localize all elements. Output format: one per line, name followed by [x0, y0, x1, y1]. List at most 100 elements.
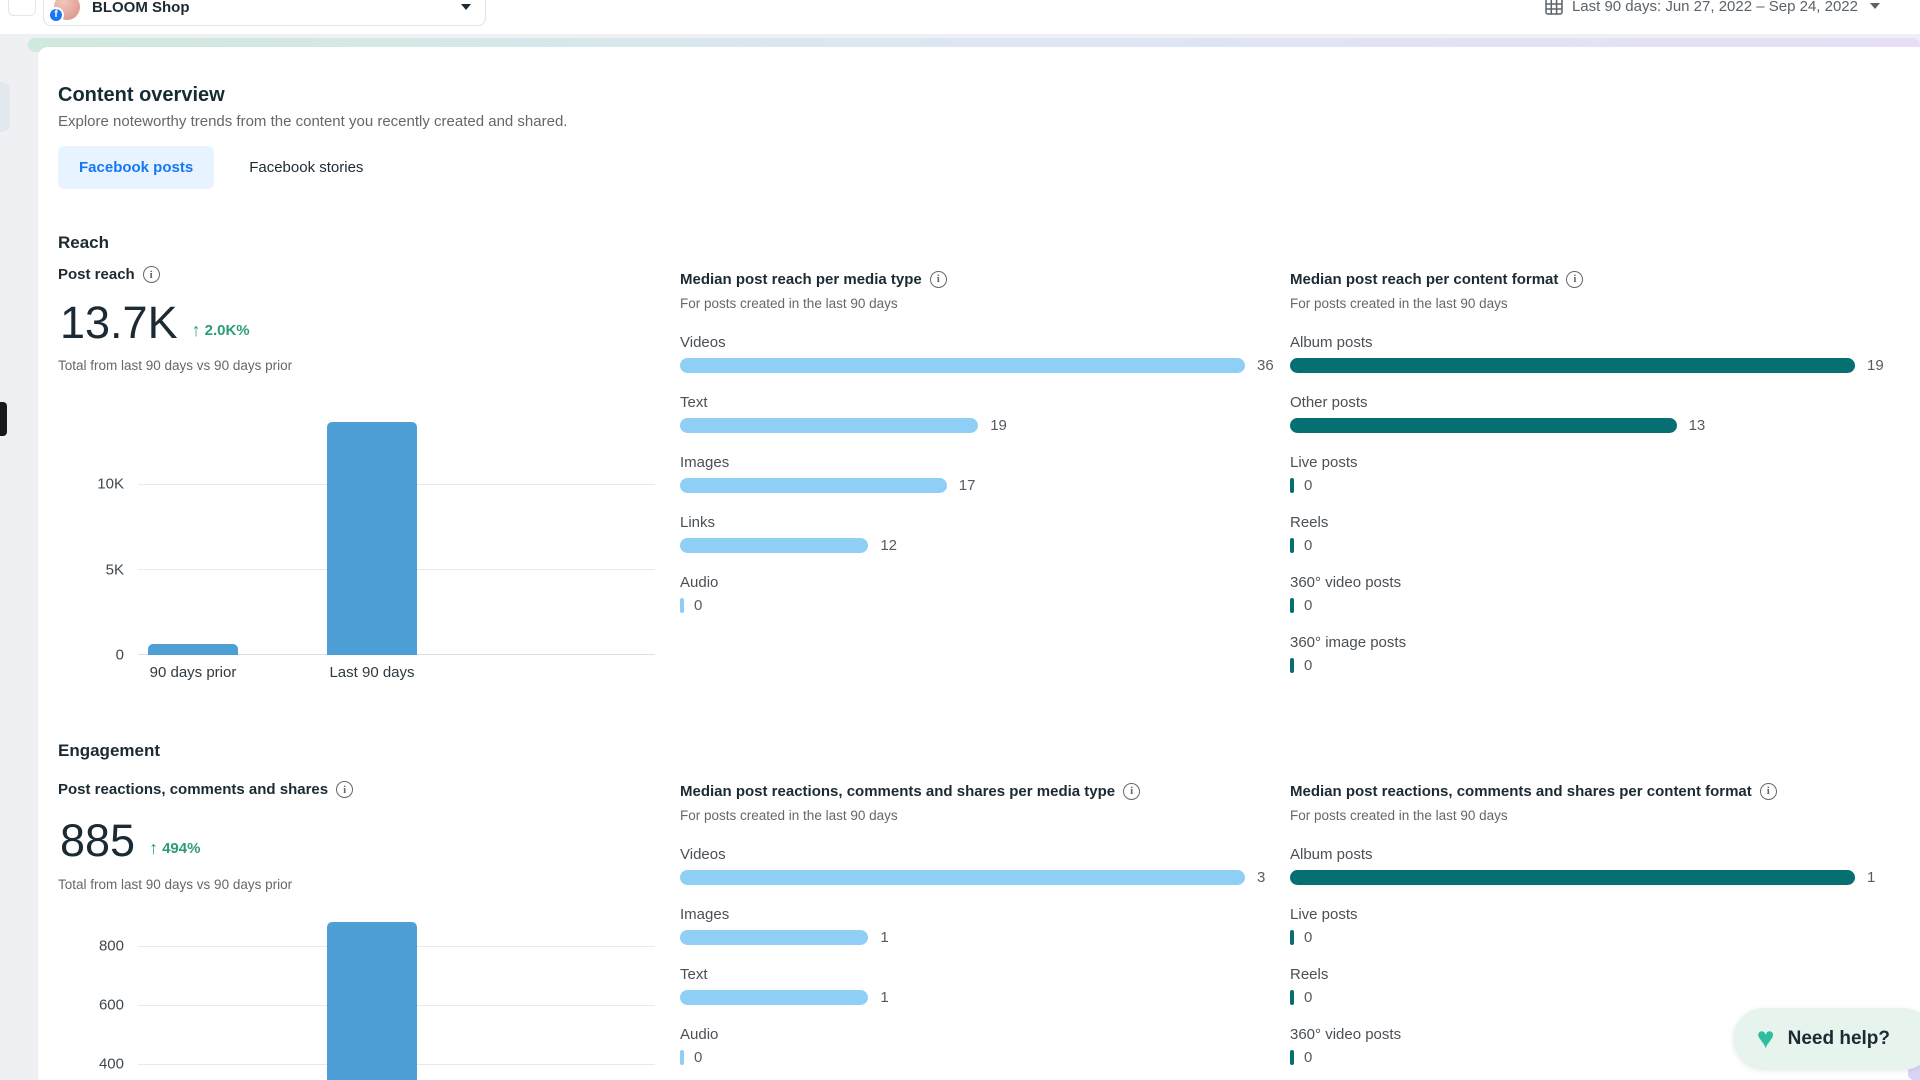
reach-content-format-panel: Median post reach per content format i F… — [1290, 271, 1890, 694]
bar-row-zero: 360° video posts 0 — [1290, 574, 1890, 614]
bar-value: 1 — [880, 929, 889, 946]
date-range-picker[interactable]: Last 90 days: Jun 27, 2022 – Sep 24, 202… — [1545, 0, 1880, 21]
panel-subtitle: For posts created in the last 90 days — [680, 296, 898, 311]
tab-facebook-posts[interactable]: Facebook posts — [58, 146, 215, 189]
bar-row-label: Album posts — [1290, 334, 1373, 351]
chevron-down-icon — [1870, 3, 1880, 9]
bar-row: Other posts 13 — [1290, 394, 1890, 434]
post-reach-value-row: 13.7K ↑ 2.0K% — [60, 298, 250, 348]
bar-row-label: 360° video posts — [1290, 574, 1402, 591]
panel-title-text: Median post reach per media type — [680, 271, 922, 288]
y-tick-label: 10K — [97, 475, 124, 493]
avatar: f — [48, 0, 80, 23]
bar-row-label: Live posts — [1290, 454, 1358, 471]
bar-row: Videos 3 — [680, 846, 1280, 886]
bar-row-label: Links — [680, 514, 716, 531]
bar-row: Videos 36 — [680, 334, 1280, 374]
engagement-delta: ↑ 494% — [149, 839, 200, 866]
metric-label-text: Post reactions, comments and shares — [58, 781, 329, 798]
bar-row-label: 360° video posts — [1290, 1026, 1402, 1043]
heart-hands-icon: ♥ — [1756, 1022, 1775, 1055]
bar-rows: Videos 36 Text 19 Images 17 Links 12 Aud… — [680, 334, 1280, 614]
calendar-icon — [1545, 0, 1563, 15]
info-icon[interactable]: i — [336, 781, 354, 798]
bar-value: 1 — [1867, 869, 1876, 886]
bar-row-label: Reels — [1290, 966, 1329, 983]
info-icon[interactable]: i — [1123, 783, 1141, 800]
engagement-media-type-panel: Median post reactions, comments and shar… — [680, 783, 1280, 1080]
need-help-button[interactable]: ♥ Need help? — [1732, 1008, 1920, 1070]
info-icon[interactable]: i — [1566, 271, 1584, 288]
bar-row: Text 19 — [680, 394, 1280, 434]
left-control-fragment — [8, 0, 36, 16]
chart-plot-area: 10K 5K 0 90 days prior Last 90 days — [97, 402, 655, 681]
zero-tick — [1290, 990, 1294, 1005]
bar-value: 13 — [1688, 417, 1706, 434]
chart-plot-area: 800 600 400 200 0 90 days prior Last 90 … — [99, 902, 655, 1080]
bar-value: 12 — [880, 537, 898, 554]
bar-row-label: Reels — [1290, 514, 1329, 531]
chevron-down-icon — [461, 4, 471, 10]
left-edge-fragment — [0, 82, 10, 132]
bar-value: 19 — [990, 417, 1007, 434]
bar-value: 0 — [1304, 597, 1313, 614]
bar-row-label: Videos — [680, 334, 726, 351]
left-edge-handle — [0, 402, 7, 436]
zero-tick — [1290, 1050, 1294, 1065]
post-reach-value: 13.7K — [60, 297, 178, 348]
x-axis-label: Last 90 days — [329, 664, 415, 681]
panel-subtitle: For posts created in the last 90 days — [1290, 808, 1508, 823]
bar-row-zero: Audio 0 — [680, 574, 1280, 614]
bar — [680, 478, 947, 493]
metric-label-text: Post reach — [58, 266, 135, 283]
zero-tick — [1290, 930, 1294, 945]
bar-row-zero: Reels 0 — [1290, 966, 1890, 1006]
zero-tick — [1290, 538, 1294, 553]
zero-tick — [680, 1050, 684, 1065]
y-tick-label: 0 — [115, 646, 124, 663]
bar-rows: Album posts 19 Other posts 13 Live posts… — [1290, 334, 1890, 674]
panel-title: Median post reach per media type i — [680, 271, 1280, 288]
reach-heading: Reach — [58, 233, 110, 252]
bar — [680, 418, 979, 433]
bar-rows: Album posts 1 Live posts 0 Reels 0 360° … — [1290, 846, 1890, 1066]
bar-row: Links 12 — [680, 514, 1280, 554]
tab-facebook-stories[interactable]: Facebook stories — [249, 159, 364, 176]
bar-row-label: Images — [680, 906, 730, 923]
bar-value: 36 — [1257, 357, 1274, 374]
post-reach-chart: 10K 5K 0 90 days prior Last 90 days — [97, 402, 698, 681]
engagement-value-row: 885 ↑ 494% — [60, 816, 200, 866]
info-icon[interactable]: i — [142, 266, 160, 283]
top-bar: f BLOOM Shop Last 90 days: Jun 27, 2022 … — [0, 0, 1920, 34]
bar-value: 0 — [694, 597, 703, 614]
y-tick-label: 600 — [98, 996, 124, 1014]
engagement-content-format-panel: Median post reactions, comments and shar… — [1290, 783, 1890, 1080]
bar — [1290, 870, 1855, 885]
bar-row: Album posts 19 — [1290, 334, 1890, 374]
bar-last-90-days — [327, 921, 417, 1080]
panel-subtitle: For posts created in the last 90 days — [1290, 296, 1508, 311]
bar — [1290, 358, 1855, 373]
panel-title: Median post reactions, comments and shar… — [680, 783, 1280, 800]
y-tick-label: 5K — [105, 561, 124, 578]
bar-value: 1 — [880, 989, 889, 1006]
bar — [680, 358, 1245, 373]
bar-row-zero: Live posts 0 — [1290, 454, 1890, 494]
panel-title-text: Median post reach per content format — [1290, 271, 1559, 288]
bar-value: 0 — [1304, 537, 1313, 554]
bar — [1290, 418, 1677, 433]
x-axis-label: 90 days prior — [149, 664, 237, 681]
info-icon[interactable]: i — [929, 271, 947, 288]
bar — [680, 990, 869, 1005]
up-arrow-icon: ↑ — [191, 320, 201, 340]
content-overview-card: Content overview Explore noteworthy tren… — [38, 47, 1920, 1080]
bar-value: 0 — [1304, 929, 1313, 946]
panel-title: Median post reach per content format i — [1290, 271, 1890, 288]
page-title: Content overview — [58, 84, 225, 106]
bar-value: 0 — [1304, 989, 1313, 1006]
bar-row: Images 17 — [680, 454, 1280, 494]
bar-row-zero: 360° video posts 0 — [1290, 1026, 1890, 1066]
post-reach-delta: ↑ 2.0K% — [192, 321, 250, 348]
info-icon[interactable]: i — [1759, 783, 1777, 800]
page-selector[interactable]: f BLOOM Shop — [43, 0, 486, 26]
